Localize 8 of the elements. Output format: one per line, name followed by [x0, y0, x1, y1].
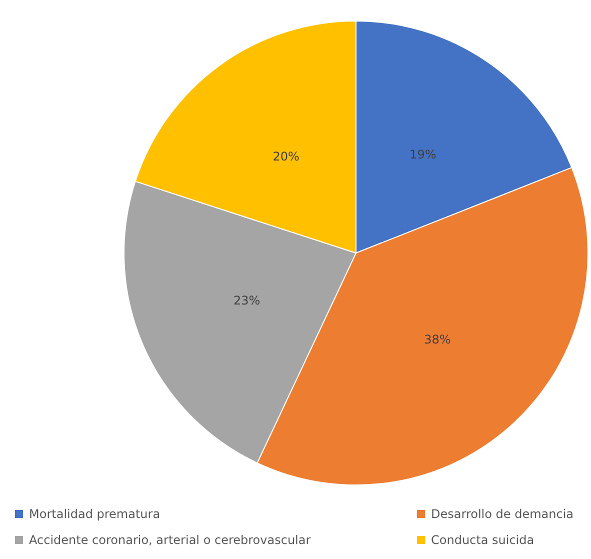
- legend-label: Mortalidad prematura: [29, 507, 160, 521]
- data-label: 19%: [410, 148, 436, 162]
- data-label: 23%: [233, 293, 260, 308]
- legend-label: Conducta suicida: [431, 533, 534, 547]
- data-label: 20%: [272, 150, 300, 164]
- legend-label: Accidente coronario, arterial o cerebrovascular: [29, 533, 311, 547]
- data-label: 38%: [424, 332, 451, 347]
- legend-label: Desarrollo de demancia: [431, 507, 574, 521]
